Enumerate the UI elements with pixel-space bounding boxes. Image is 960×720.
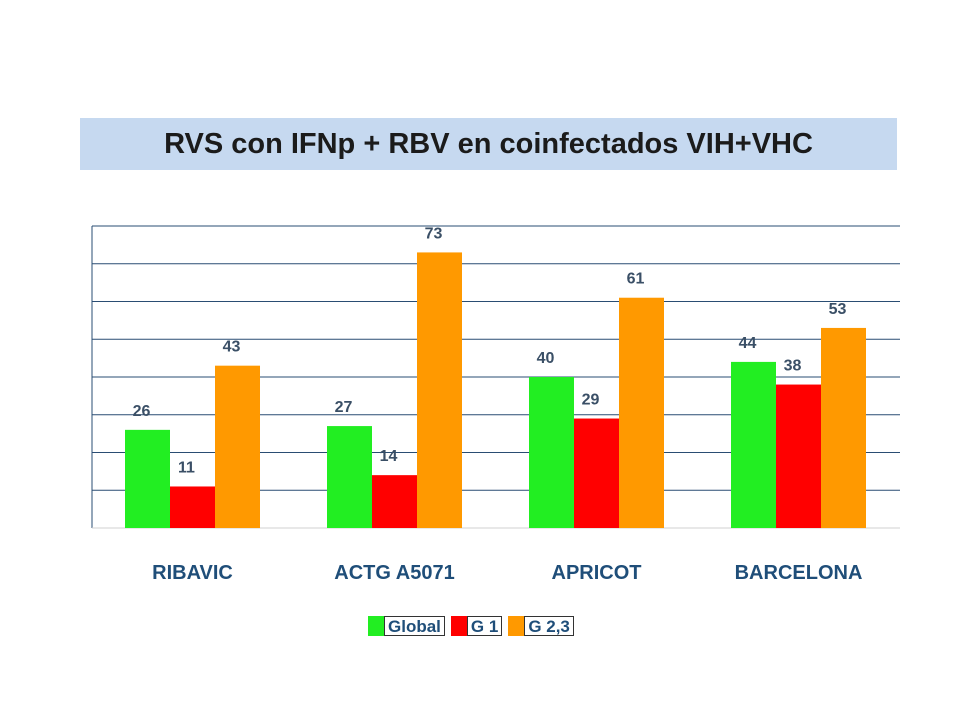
data-label: 43 — [223, 339, 241, 356]
legend-item-g1: G 1 — [450, 615, 503, 637]
bar-global — [731, 361, 776, 528]
legend-label-g1: G 1 — [466, 616, 503, 636]
data-label: 14 — [380, 448, 398, 465]
data-label: 38 — [784, 358, 802, 375]
bar-g-2-3 — [417, 252, 462, 529]
bar-global — [125, 429, 170, 528]
legend-item-g23: G 2,3 — [508, 615, 574, 637]
data-label: 61 — [627, 271, 645, 288]
legend-swatch-g1 — [450, 616, 467, 636]
bar-g-2-3 — [215, 365, 260, 528]
bar-g-1 — [776, 384, 821, 528]
x-tick-label: ACTG A5071 — [334, 562, 454, 584]
legend-item-global: Global — [368, 615, 445, 637]
x-tick-label: BARCELONA — [735, 562, 863, 584]
title-band: RVS con IFNp + RBV en coinfectados VIH+V… — [80, 118, 897, 170]
bar-g-1 — [372, 475, 417, 528]
bar-global — [327, 426, 372, 528]
data-label: 40 — [537, 350, 555, 367]
bar-g-1 — [170, 486, 215, 528]
legend-label-global: Global — [384, 616, 445, 636]
x-tick-label: RIBAVIC — [152, 562, 233, 584]
legend: Global G 1 G 2,3 — [368, 614, 574, 638]
legend-swatch-g23 — [508, 616, 525, 636]
legend-swatch-global — [368, 616, 384, 636]
data-label: 11 — [178, 459, 195, 476]
bar-g-1 — [574, 418, 619, 528]
data-label: 29 — [582, 392, 600, 409]
data-label: 73 — [425, 225, 443, 242]
legend-label-g23: G 2,3 — [524, 616, 574, 636]
bar-global — [529, 377, 574, 528]
bar-g-2-3 — [619, 297, 664, 528]
data-label: 53 — [829, 301, 847, 318]
chart-title: RVS con IFNp + RBV en coinfectados VIH+V… — [164, 127, 813, 160]
x-tick-label: APRICOT — [552, 562, 642, 584]
data-label: 27 — [335, 399, 353, 416]
bar-g-2-3 — [821, 327, 866, 528]
data-label: 26 — [133, 403, 151, 420]
data-label: 44 — [739, 335, 757, 352]
